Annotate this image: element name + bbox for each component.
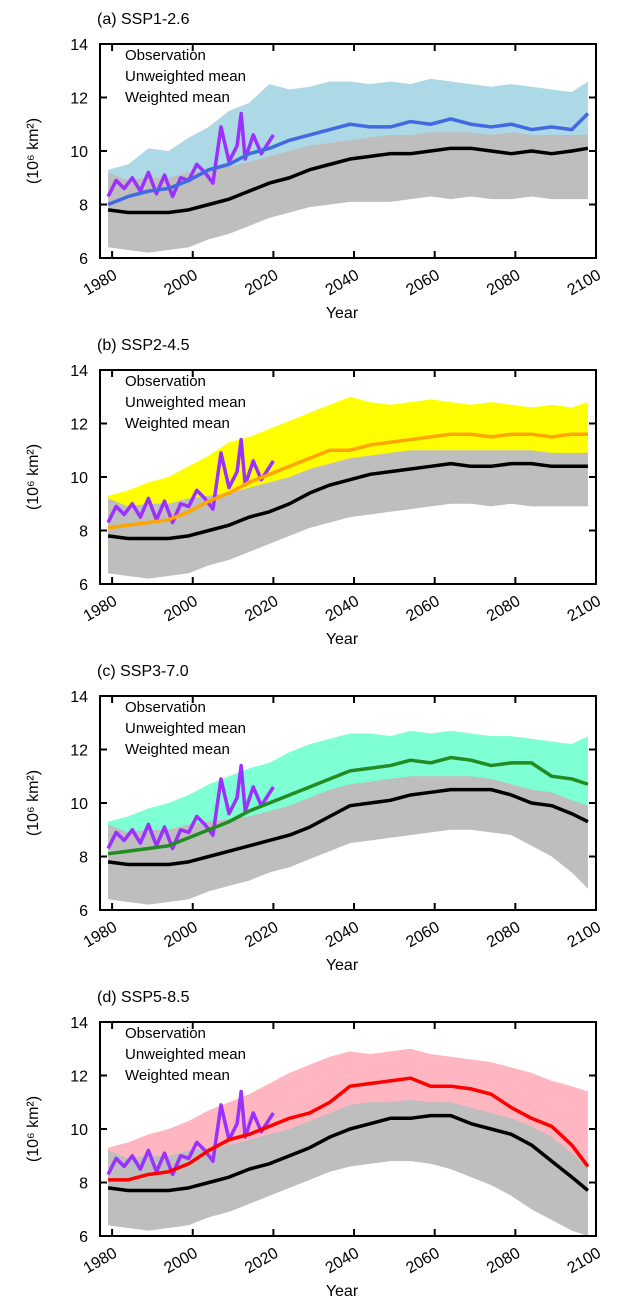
y-tick-label: 6 bbox=[79, 577, 88, 594]
x-axis-label: Year bbox=[326, 1283, 359, 1300]
y-axis-label: (10⁶ km²) bbox=[25, 770, 42, 836]
y-tick-label: 14 bbox=[70, 1015, 88, 1032]
x-tick-label: 2000 bbox=[161, 919, 200, 952]
x-tick-label: 2020 bbox=[242, 593, 281, 626]
panel: (b) SSP2-4.5 Observation Unweighted mean We… bbox=[25, 337, 604, 648]
x-tick-label: 2020 bbox=[242, 267, 281, 300]
x-tick-label: 2080 bbox=[484, 267, 523, 300]
x-tick-label: 2000 bbox=[161, 1245, 200, 1278]
y-tick-label: 8 bbox=[79, 524, 88, 541]
panel: (c) SSP3-7.0 Observation Unweighted mean We… bbox=[25, 663, 604, 974]
series-line bbox=[106, 1089, 275, 1177]
series-line bbox=[107, 755, 589, 856]
range-band bbox=[108, 450, 588, 579]
legend-entry: Unweighted mean bbox=[125, 720, 246, 737]
x-tick-label: 2040 bbox=[323, 919, 362, 952]
x-tick-label: 2100 bbox=[565, 919, 604, 952]
x-tick-label: 2040 bbox=[323, 267, 362, 300]
range-band bbox=[108, 1099, 588, 1236]
chart-title: (a) SSP1-2.6 bbox=[97, 11, 190, 28]
legend-entry: Unweighted mean bbox=[125, 394, 246, 411]
y-tick-label: 12 bbox=[70, 417, 88, 434]
y-axis-label: (10⁶ km²) bbox=[25, 1096, 42, 1162]
y-tick-label: 8 bbox=[79, 198, 88, 215]
y-tick-label: 10 bbox=[70, 796, 88, 813]
y-axis-label: (10⁶ km²) bbox=[25, 118, 42, 184]
chart-title: (c) SSP3-7.0 bbox=[97, 663, 189, 680]
legend-entry: Observation bbox=[125, 47, 206, 64]
y-tick-label: 10 bbox=[70, 144, 88, 161]
legend-entry: Weighted mean bbox=[125, 89, 230, 106]
series-line bbox=[106, 111, 275, 199]
y-tick-label: 6 bbox=[79, 903, 88, 920]
x-tick-label: 2000 bbox=[161, 593, 200, 626]
series-line bbox=[106, 763, 275, 851]
x-tick-label: 2040 bbox=[323, 1245, 362, 1278]
plot-area bbox=[106, 78, 590, 253]
x-axis-label: Year bbox=[326, 957, 359, 974]
x-tick-label: 2100 bbox=[565, 267, 604, 300]
x-tick-label: 2040 bbox=[323, 593, 362, 626]
chart-title: (d) SSP5-8.5 bbox=[97, 989, 190, 1006]
y-axis-label: (10⁶ km²) bbox=[25, 444, 42, 510]
x-tick-label: 2060 bbox=[403, 593, 442, 626]
x-tick-label: 2000 bbox=[161, 267, 200, 300]
legend-entry: Unweighted mean bbox=[125, 1046, 246, 1063]
plot-area bbox=[106, 396, 588, 579]
y-tick-label: 12 bbox=[70, 91, 88, 108]
y-tick-label: 14 bbox=[70, 689, 88, 706]
x-tick-label: 2100 bbox=[565, 593, 604, 626]
x-tick-label: 1980 bbox=[81, 1245, 120, 1278]
y-tick-label: 14 bbox=[70, 37, 88, 54]
x-tick-label: 1980 bbox=[81, 919, 120, 952]
legend-entry: Observation bbox=[125, 699, 206, 716]
range-band bbox=[108, 132, 588, 253]
y-tick-label: 8 bbox=[79, 1176, 88, 1193]
legend-entry: Weighted mean bbox=[125, 741, 230, 758]
plot-area bbox=[106, 1048, 590, 1236]
chart-title: (b) SSP2-4.5 bbox=[97, 337, 190, 354]
range-band bbox=[108, 776, 588, 905]
x-axis-label: Year bbox=[326, 631, 359, 648]
x-tick-label: 2060 bbox=[403, 919, 442, 952]
y-tick-label: 12 bbox=[70, 743, 88, 760]
y-tick-label: 12 bbox=[70, 1069, 88, 1086]
series-line bbox=[106, 437, 275, 525]
x-tick-label: 2080 bbox=[484, 593, 523, 626]
series-line bbox=[107, 432, 588, 530]
y-tick-label: 6 bbox=[79, 251, 88, 268]
series-line bbox=[107, 112, 590, 207]
series-line bbox=[107, 787, 589, 867]
legend-entry: Observation bbox=[125, 373, 206, 390]
y-tick-label: 6 bbox=[79, 1229, 88, 1246]
x-tick-label: 1980 bbox=[81, 267, 120, 300]
x-tick-label: 2060 bbox=[403, 267, 442, 300]
series-line bbox=[107, 146, 589, 215]
series-line bbox=[108, 1076, 590, 1182]
x-tick-label: 2080 bbox=[484, 1245, 523, 1278]
plot-area bbox=[106, 730, 589, 905]
x-tick-label: 1980 bbox=[81, 593, 120, 626]
y-tick-label: 10 bbox=[70, 470, 88, 487]
series-line bbox=[107, 461, 588, 541]
x-axis-label: Year bbox=[326, 305, 359, 322]
panel: (d) SSP5-8.5 Observation Unweighted mean We… bbox=[25, 989, 604, 1300]
x-tick-label: 2100 bbox=[565, 1245, 604, 1278]
legend-entry: Unweighted mean bbox=[125, 68, 246, 85]
panel: (a) SSP1-2.6 Observation Unweighted mean We… bbox=[25, 11, 604, 322]
x-tick-label: 2080 bbox=[484, 919, 523, 952]
y-tick-label: 14 bbox=[70, 363, 88, 380]
x-tick-label: 2020 bbox=[242, 1245, 281, 1278]
series-line bbox=[107, 1113, 590, 1193]
x-tick-label: 2060 bbox=[403, 1245, 442, 1278]
legend-entry: Observation bbox=[125, 1025, 206, 1042]
y-tick-label: 8 bbox=[79, 850, 88, 867]
y-tick-label: 10 bbox=[70, 1122, 88, 1139]
legend-entry: Weighted mean bbox=[125, 415, 230, 432]
legend-entry: Weighted mean bbox=[125, 1067, 230, 1084]
x-tick-label: 2020 bbox=[242, 919, 281, 952]
